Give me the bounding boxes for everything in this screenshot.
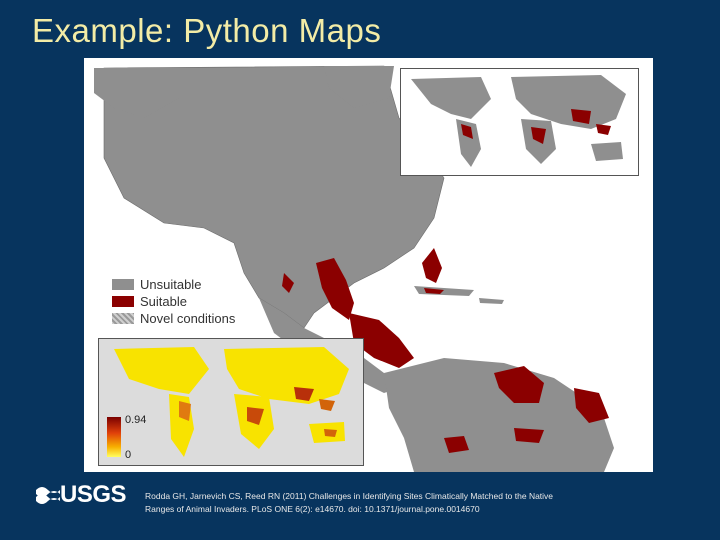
usgs-logo-text: USGS xyxy=(60,481,127,508)
slide-title: Example: Python Maps xyxy=(32,12,382,49)
citation: Rodda GH, Jarnevich CS, Reed RN (2011) C… xyxy=(145,490,665,516)
legend-swatch-suitable xyxy=(112,296,134,307)
usgs-logo: USGS xyxy=(36,481,127,509)
map-figure: Unsuitable Suitable Novel conditions xyxy=(84,58,653,472)
map-legend: Unsuitable Suitable Novel conditions xyxy=(112,276,235,327)
legend-item: Novel conditions xyxy=(112,310,235,327)
legend-label: Unsuitable xyxy=(140,277,202,292)
legend-item: Suitable xyxy=(112,293,235,310)
legend-label: Suitable xyxy=(140,294,187,309)
world-suitability-inset xyxy=(400,68,639,176)
scale-min-label: 0 xyxy=(125,449,132,461)
citation-line: Rodda GH, Jarnevich CS, Reed RN (2011) C… xyxy=(145,491,554,501)
usgs-wave-icon xyxy=(36,487,60,504)
scale-max-label: 0.94 xyxy=(125,414,147,426)
legend-swatch-unsuitable xyxy=(112,279,134,290)
probability-world-inset: 0.94 0 xyxy=(98,338,364,466)
probability-map xyxy=(107,347,349,457)
legend-label: Novel conditions xyxy=(140,311,236,326)
color-scale-bar xyxy=(107,417,121,457)
legend-swatch-novel xyxy=(112,313,134,324)
legend-item: Unsuitable xyxy=(112,276,235,293)
citation-line: Ranges of Animal Invaders. PLoS ONE 6(2)… xyxy=(145,504,480,514)
world-map-inset xyxy=(411,75,626,167)
